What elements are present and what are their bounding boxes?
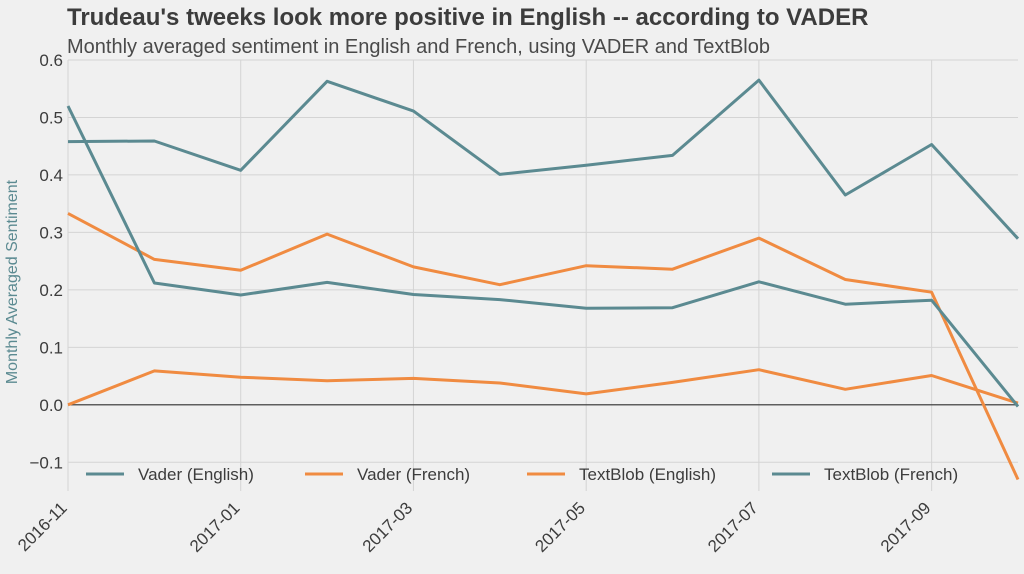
y-tick-label-3: 0.3: [39, 223, 63, 242]
chart-subtitle: Monthly averaged sentiment in English an…: [67, 36, 770, 58]
x-tick-labels: 2016-11 2017-01 2017-03 2017-05 2017-07 2017-…: [14, 498, 934, 556]
x-tick-label-1: 2017-01: [186, 498, 244, 556]
legend-label-2: TextBlob (English): [579, 465, 716, 484]
y-tick-label-6: 0.0: [39, 396, 63, 415]
y-tick-label-4: 0.2: [39, 281, 63, 300]
series-line-2: [67, 368, 1019, 407]
legend: Vader (English) Vader (French) TextBlob (E…: [86, 465, 958, 484]
x-tick-label-4: 2017-07: [704, 498, 762, 556]
x-tick-label-5: 2017-09: [877, 498, 935, 556]
grid-lines: [67, 59, 1018, 491]
y-tick-label-1: 0.5: [39, 108, 63, 127]
series-line-1: [67, 212, 1020, 481]
y-tick-label-2: 0.4: [39, 166, 63, 185]
y-tick-label-5: 0.1: [39, 338, 63, 357]
legend-label-3: TextBlob (French): [824, 465, 958, 484]
x-tick-label-2: 2017-03: [359, 498, 417, 556]
x-tick-label-0: 2016-11: [14, 498, 71, 555]
y-tick-label-0: 0.6: [39, 51, 63, 70]
legend-label-0: Vader (English): [138, 465, 254, 484]
y-tick-labels: 0.6 0.5 0.4 0.3 0.2 0.1 0.0 −0.1: [29, 51, 63, 472]
series-lines: [66, 78, 1020, 481]
y-axis-label: Monthly Averaged Sentiment: [4, 179, 21, 384]
series-line-3: [66, 105, 1020, 408]
legend-label-1: Vader (French): [357, 465, 470, 484]
x-tick-label-3: 2017-05: [531, 498, 589, 556]
series-line-0: [67, 78, 1020, 240]
y-tick-label-7: −0.1: [29, 453, 63, 472]
chart-title: Trudeau's tweeks look more positive in E…: [67, 4, 868, 31]
